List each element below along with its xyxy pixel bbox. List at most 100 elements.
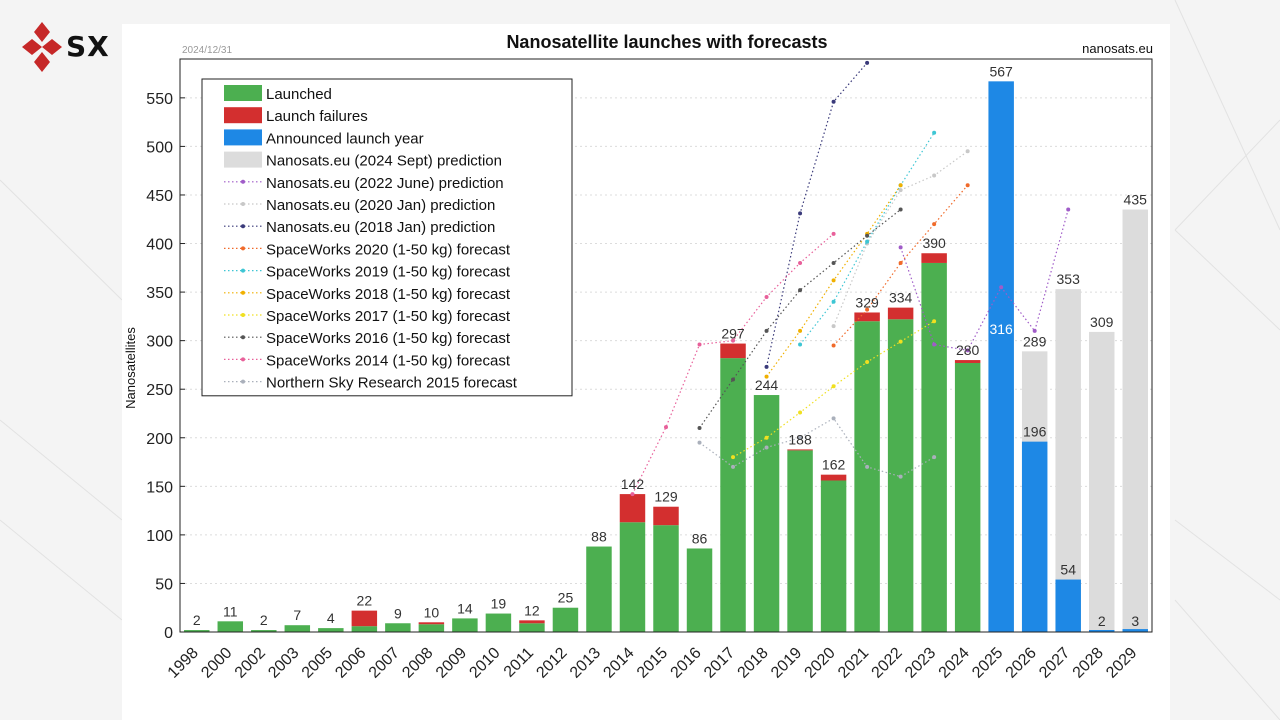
bar-total-label-2017: 297 [721,326,745,342]
legend-marker [241,179,245,184]
bar-launched-2003 [284,625,311,632]
forecast-point [731,338,736,343]
x-tick-label-1998: 1998 [165,644,202,681]
bar-total-label-2010: 19 [491,596,507,612]
x-tick-label-2015: 2015 [634,644,671,681]
y-tick-label: 450 [146,188,173,205]
bar-announced-2028 [1088,630,1115,632]
legend-marker [241,357,245,362]
bar-announced-2029 [1122,629,1148,632]
legend-marker [241,290,245,295]
forecast-point [798,260,803,265]
bar-launched-2006 [351,626,378,632]
bar-total-label-2007: 9 [394,605,402,621]
chart-svg: 2024/12/31 Nanosatellite launches with f… [123,32,1153,682]
bar-launched-2000 [217,621,244,632]
bar-total-label-2003: 7 [293,607,301,623]
forecast-point [764,445,769,450]
bar-launched-2010 [485,613,512,632]
y-tick-label: 400 [146,237,173,254]
forecast-point [831,299,836,304]
forecast-point [932,222,937,227]
forecast-line-nanosats-eu-2018-jan-prediction [765,62,868,367]
forecast-point [932,342,937,347]
bar-total-label-2002: 2 [260,612,268,628]
forecast-point [831,260,836,265]
forecast-point [831,278,836,283]
y-tick-label: 50 [155,576,173,593]
x-tick-label-2006: 2006 [332,644,369,681]
chart-panel: 2024/12/31 Nanosatellite launches with f… [122,24,1170,720]
bar-launched-2017 [720,358,746,632]
bar-total-label-2012: 25 [558,590,574,606]
bar-total-label-2022: 334 [889,290,913,306]
forecast-point [898,260,903,265]
bar-launched-2008 [418,624,445,632]
bar-launched-2007 [385,623,411,632]
x-tick-label-2026: 2026 [1003,644,1040,681]
forecast-point [630,492,635,497]
bar-launched-2002 [251,630,277,632]
forecast-line-nanosats-eu-2022-june-prediction [900,209,1069,352]
legend-label-launched: Launched [266,86,332,103]
forecast-point [898,245,903,250]
bar-total-label-2027: 353 [1057,271,1081,287]
bar-prediction-2029 [1122,209,1148,632]
x-tick-label-2023: 2023 [902,644,939,681]
legend-label-announced-launch-year: Announced launch year [266,130,424,147]
forecast-point [798,211,803,216]
bar-prediction-2027 [1055,289,1081,632]
legend: Launched Launch failures Announced launch … [201,78,573,397]
forecast-point [831,343,836,348]
forecast-point [697,426,702,431]
forecast-point [664,425,668,430]
legend-marker [241,246,245,251]
announced-label-2028: 2 [1098,613,1106,629]
bar-launched-2015 [653,525,679,632]
legend-label-spaceworks-2017-1-50-kg-forecast: SpaceWorks 2017 (1-50 kg) forecast [266,308,511,325]
bar-total-label-2005: 4 [327,610,335,626]
bar-total-label-2029: 435 [1124,192,1148,208]
bar-failure-2021 [854,312,880,322]
bar-total-label-2014: 142 [621,476,645,492]
bar-total-label-2006: 22 [357,593,373,609]
bg-line [1174,229,1280,331]
announced-label-2025: 316 [989,321,1013,337]
x-tick-label-2012: 2012 [533,644,570,681]
forecast-point [865,307,870,312]
bar-total-label-2015: 129 [654,489,678,505]
bg-line [0,419,123,521]
bar-failure-2006 [351,610,378,627]
bar-launched-2018 [753,395,780,632]
y-tick-label: 350 [146,285,173,302]
legend-label-spaceworks-2019-1-50-kg-forecast: SpaceWorks 2019 (1-50 kg) forecast [266,264,511,281]
legend-marker [241,268,245,273]
chart-title: Nanosatellite launches with forecasts [506,32,827,52]
bar-total-label-2028: 309 [1090,314,1114,330]
x-tick-label-2024: 2024 [936,644,973,681]
bar-launched-2013 [586,546,612,632]
legend-swatch-launch-failures [224,107,262,124]
legend-label-spaceworks-2014-1-50-kg-forecast: SpaceWorks 2014 (1-50 kg) forecast [266,352,511,369]
bg-line [1174,519,1280,601]
x-tick-label-2014: 2014 [600,644,637,681]
y-tick-label: 200 [146,431,173,448]
plot-frame [179,58,1153,633]
bar-failure-2015 [653,506,679,526]
bar-total-label-1998: 2 [193,612,201,628]
bar-launched-2005 [318,628,344,632]
legend-marker [241,202,245,206]
bar-failure-2019 [787,449,813,451]
sx-logo: SX [20,20,120,76]
bar-total-label-2008: 10 [424,604,440,620]
forecast-point [731,377,736,382]
bar-total-label-2026: 289 [1023,333,1047,349]
forecast-point [999,285,1004,290]
bar-launched-2009 [452,618,478,632]
y-tick-label: 300 [146,334,173,351]
legend-box [201,78,573,397]
forecast-point [831,384,836,389]
bar-launched-2014 [619,522,646,632]
forecast-point [764,364,769,369]
forecast-point [831,324,836,329]
